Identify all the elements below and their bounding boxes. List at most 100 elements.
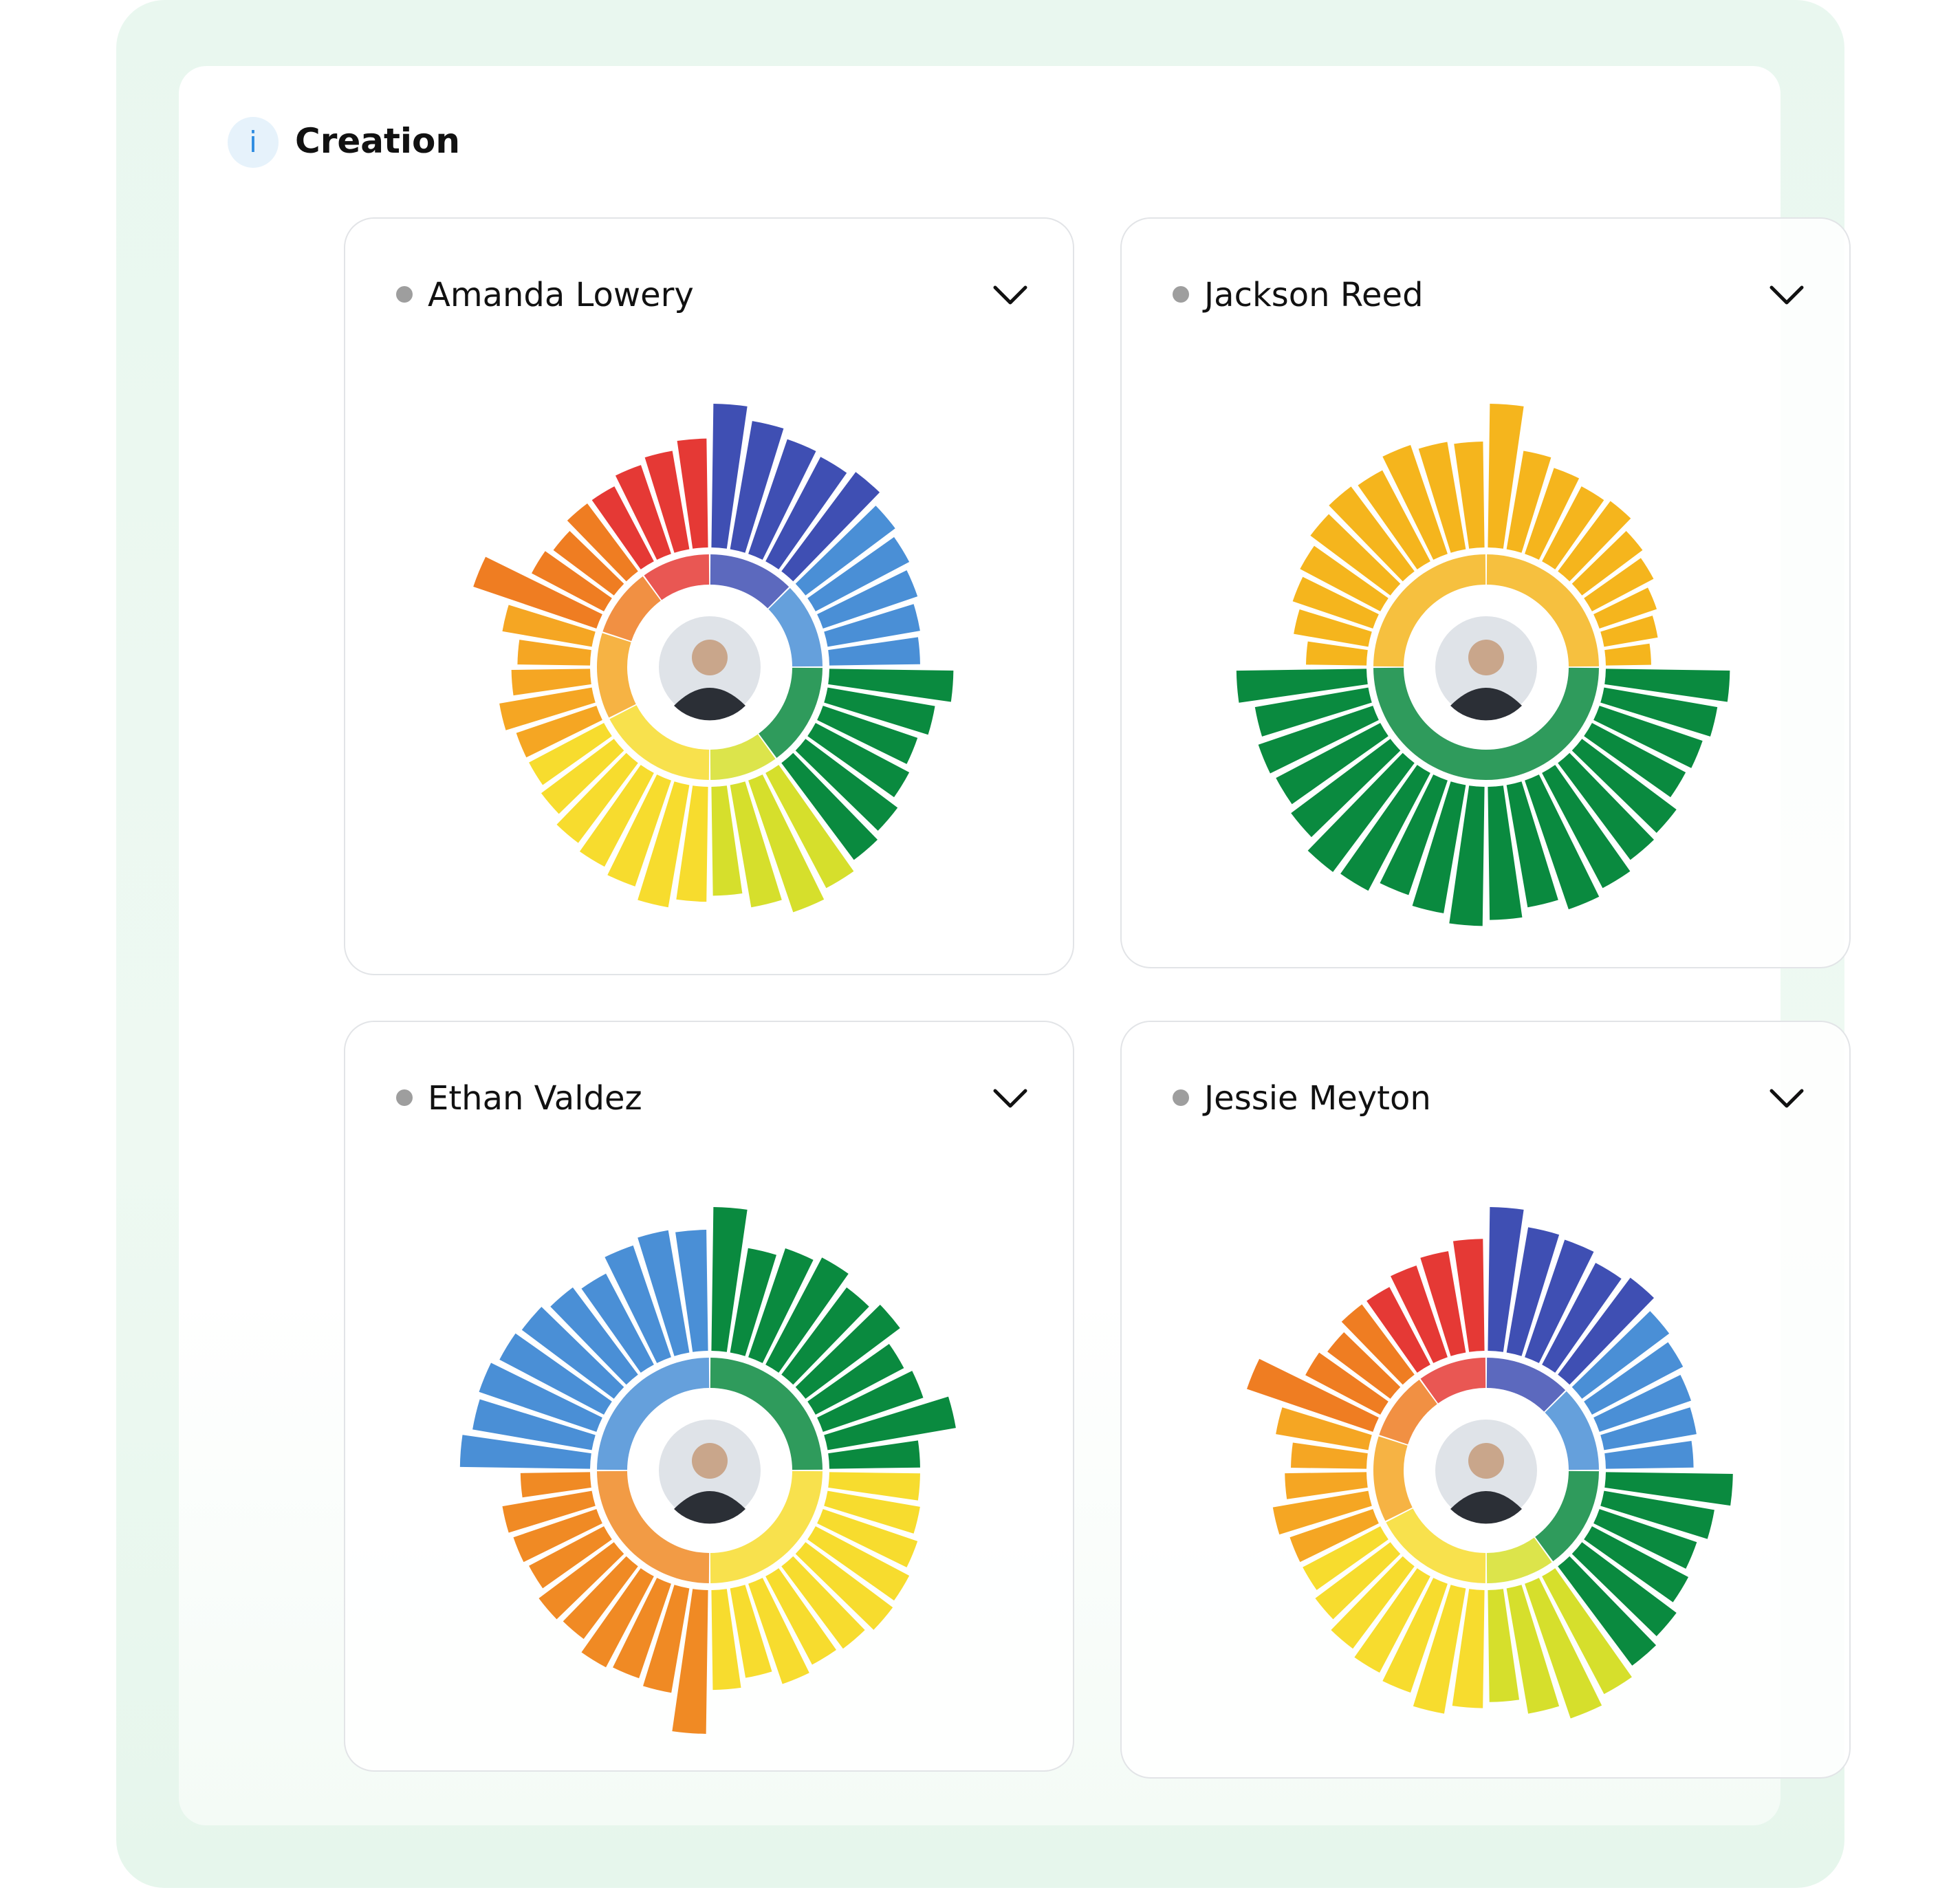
- segment-ring: [759, 667, 823, 759]
- person-name: Ethan Valdez: [428, 1079, 642, 1118]
- bar: [472, 1399, 596, 1451]
- bar: [1488, 1207, 1524, 1352]
- bar: [1272, 1490, 1372, 1535]
- segment-ring: [1535, 1470, 1599, 1562]
- segment-ring: [1420, 1358, 1486, 1404]
- status-dot: [396, 1089, 413, 1106]
- segment-ring: [1486, 1537, 1552, 1583]
- bar: [513, 1509, 602, 1563]
- bar: [581, 1568, 654, 1668]
- bar: [1329, 486, 1415, 582]
- bar: [1571, 1311, 1670, 1399]
- bar: [781, 472, 880, 582]
- info-icon[interactable]: i: [228, 117, 279, 168]
- bar: [499, 687, 596, 730]
- bar: [1542, 1568, 1632, 1695]
- bar: [711, 1207, 748, 1352]
- bar: [615, 465, 671, 560]
- bar: [1584, 558, 1654, 611]
- bar: [567, 503, 638, 582]
- bar: [591, 486, 654, 569]
- bar: [1340, 765, 1430, 891]
- chart: Jackson Reed: [1173, 276, 1804, 926]
- section-title: Creation: [295, 121, 460, 161]
- bar: [1488, 785, 1523, 920]
- bar: [711, 785, 743, 896]
- bar: [1488, 404, 1524, 549]
- bar: [638, 1230, 690, 1356]
- bar: [1593, 706, 1703, 768]
- bar: [563, 1556, 638, 1640]
- segment-ring: [609, 705, 710, 780]
- bar: [1358, 470, 1430, 569]
- bar: [1254, 687, 1372, 737]
- card: i Creation Amanda Lowery Jackson Reed Etha…: [179, 66, 1851, 1825]
- bar: [1413, 1585, 1466, 1714]
- bar: [511, 669, 591, 696]
- bar: [781, 1556, 865, 1649]
- bar: [748, 1578, 809, 1684]
- bar: [1292, 576, 1379, 629]
- bar: [1558, 501, 1631, 582]
- bar: [1331, 1556, 1415, 1649]
- bar: [643, 1585, 690, 1693]
- segment-ring: [710, 554, 790, 609]
- avatar-head: [692, 640, 728, 675]
- bar: [1341, 1304, 1415, 1385]
- bar: [1285, 1472, 1368, 1499]
- bar: [1452, 1239, 1485, 1352]
- chart-panel: Jessie Meyton: [1120, 1021, 1851, 1779]
- segment-ring: [768, 587, 823, 667]
- person-name: Amanda Lowery: [428, 276, 694, 314]
- bar: [1412, 781, 1466, 913]
- bar: [1382, 445, 1448, 560]
- bar: [1454, 442, 1485, 549]
- bar: [1542, 486, 1604, 569]
- bar: [644, 450, 690, 553]
- bar: [607, 774, 671, 887]
- bar: [556, 752, 638, 843]
- bar: [672, 1589, 708, 1734]
- chart: Amanda Lowery: [396, 276, 1027, 913]
- bar: [499, 1333, 612, 1415]
- bar: [1558, 752, 1655, 860]
- bar: [502, 1490, 596, 1533]
- bar: [730, 1248, 776, 1356]
- chart: Jessie Meyton: [1173, 1079, 1804, 1719]
- bar: [711, 1589, 741, 1691]
- bar: [817, 1509, 918, 1567]
- avatar-body: [674, 688, 745, 721]
- bar: [1604, 643, 1651, 666]
- bar: [1452, 1589, 1485, 1708]
- bar: [676, 785, 708, 902]
- bar: [807, 723, 910, 798]
- segment-ring: [602, 576, 661, 642]
- frame: i Creation Amanda Lowery Jackson Reed Etha…: [116, 0, 1851, 1888]
- bar: [521, 1307, 624, 1399]
- bar: [1305, 1352, 1389, 1415]
- bar: [1604, 669, 1730, 702]
- bar: [1247, 1358, 1379, 1432]
- bar: [579, 765, 654, 867]
- segment-ring: [1486, 554, 1599, 667]
- dropdown-chevron[interactable]: [1770, 1089, 1804, 1108]
- bar: [1593, 587, 1657, 629]
- segment-ring: [710, 1358, 823, 1470]
- bar: [711, 404, 748, 549]
- bar: [1506, 781, 1558, 908]
- dropdown-chevron[interactable]: [993, 285, 1027, 305]
- bar: [1584, 1526, 1689, 1603]
- bar: [1306, 641, 1368, 666]
- dropdown-chevron[interactable]: [1770, 285, 1804, 305]
- dropdown-chevron[interactable]: [993, 1089, 1027, 1108]
- bar: [828, 1440, 920, 1469]
- bar: [1604, 1472, 1733, 1506]
- bar: [1391, 1265, 1448, 1363]
- bar: [748, 439, 816, 560]
- bar: [1584, 1342, 1684, 1415]
- bar: [1525, 468, 1580, 560]
- bar: [1310, 514, 1401, 596]
- chart-panel: Amanda Lowery: [344, 217, 1074, 975]
- bar: [781, 1287, 869, 1385]
- segment-ring: [710, 1470, 823, 1583]
